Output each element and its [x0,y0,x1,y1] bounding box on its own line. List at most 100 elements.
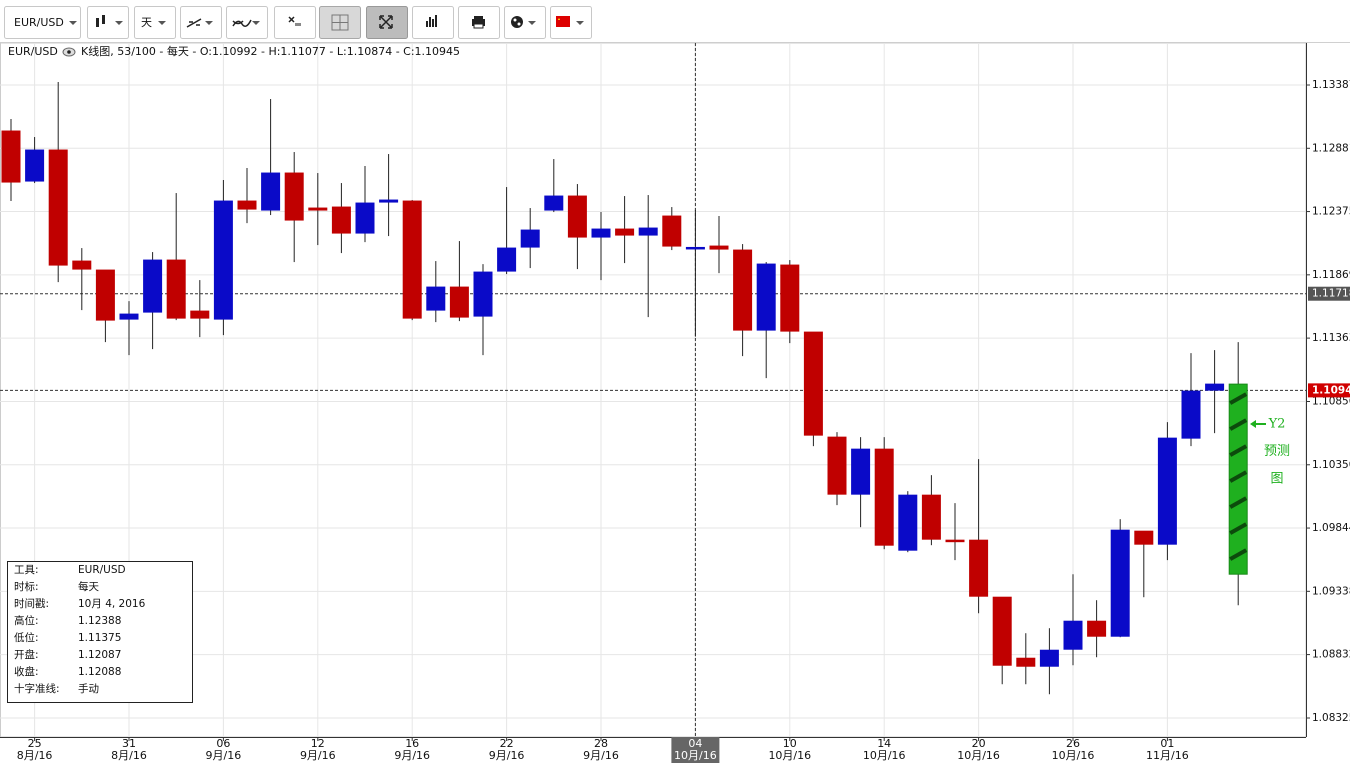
crosshair-button[interactable] [319,6,361,39]
period-label: 天 [141,16,152,29]
clear-button[interactable] [274,6,316,39]
x-tick-sublabel: 10月/16 [863,749,906,762]
indicator-button[interactable] [226,6,268,39]
candle-body [969,539,989,597]
info-value: 每天 [78,580,99,593]
x-tick-label: 31 [122,737,136,750]
chart-type-button[interactable] [87,6,129,39]
info-label: 收盘: [14,665,39,678]
candle-body [1016,657,1036,667]
forecast-stripe [1229,522,1248,535]
forecast-stripe [1229,470,1248,483]
info-value: 1.12088 [78,666,121,678]
candle-body [992,596,1012,666]
x-tick-label: 04 [688,737,702,750]
candle-body [1110,529,1130,637]
candle-body [709,245,729,250]
x-tick-label: 14 [877,737,891,750]
info-value: 1.12087 [78,649,121,661]
info-label: 时标: [14,581,39,593]
candle-body [237,200,257,210]
candle-body [473,271,493,317]
y-tick-label: 1.09844 [1312,522,1350,534]
x-tick-label: 16 [405,737,419,750]
annotation-text: Y2 [1268,417,1286,432]
x-tick-sublabel: 9月/16 [583,749,619,762]
x-tick-sublabel: 11月/16 [1146,749,1189,762]
forecast-stripe [1229,418,1248,431]
candle-body [827,436,847,495]
visibility-toggle[interactable] [62,47,76,57]
crosshair-price-bg [1308,286,1350,301]
forecast-stripe [1229,392,1248,405]
last-price-label: 1.10945 [1312,384,1350,396]
candle-body [1157,437,1177,545]
candle-body [1205,383,1225,391]
candle-body [166,259,186,319]
symbol-dropdown[interactable]: EUR/USD [4,6,81,39]
draw-line-button[interactable] [180,6,222,39]
x-tick-sublabel: 10月/16 [674,749,717,762]
candle-body [803,331,823,436]
candle-body [331,206,351,234]
candle-body [143,259,163,313]
candle-body [662,215,682,247]
theme-dropdown[interactable] [504,6,546,39]
candle-body [426,286,446,311]
x-tick-label: 20 [972,737,986,750]
candle-body [544,195,564,211]
info-value: 1.11375 [78,632,121,644]
y-tick-label: 1.11869 [1312,269,1350,281]
last-price-bg [1308,383,1350,398]
candle-body [355,202,375,234]
print-button[interactable] [458,6,500,39]
x-tick-label: 28 [594,737,608,750]
y-tick-label: 1.09338 [1312,585,1350,597]
candle-body [497,247,517,272]
forecast-stripe [1229,548,1248,561]
candle-body [685,246,705,250]
language-dropdown[interactable] [550,6,592,39]
info-label: 高位: [14,614,39,627]
y-tick-label: 1.12375 [1312,206,1350,218]
candle-body [213,200,233,320]
candle-body [72,260,92,270]
candle-body [1087,620,1107,637]
candle-body [733,249,753,331]
x-tick-sublabel: 9月/16 [206,749,242,762]
x-tick-sublabel: 8月/16 [17,749,53,762]
candle-body [874,448,894,546]
x-tick-label: 12 [311,737,325,750]
candle-body [308,207,328,211]
y-tick-label: 1.10350 [1312,459,1350,471]
candle-body [119,313,139,320]
candle-body [261,172,281,211]
crosshair-price-label: 1.11718 [1312,288,1350,300]
toolbar [0,0,1350,42]
candle-body [520,229,540,248]
candle-body [1039,649,1059,667]
info-value: 10月 4, 2016 [78,598,146,610]
candle-body [851,448,871,495]
fullscreen-button[interactable] [366,6,408,39]
info-label: 低位: [14,631,39,644]
period-dropdown[interactable]: 天 [134,6,176,39]
plot [0,43,1306,737]
y-tick-label: 1.10856 [1312,396,1350,408]
annotation-text: 预测 [1264,444,1290,459]
volume-button[interactable] [412,6,454,39]
forecast-stripe [1229,496,1248,509]
x-tick-label: 10 [783,737,797,750]
candle-body [780,264,800,332]
candle-body [48,149,68,266]
info-value: EUR/USD [78,564,126,576]
x-tick-sublabel: 9月/16 [300,749,336,762]
candle-body [402,200,422,319]
x-tick-label: 26 [1066,737,1080,750]
info-label: 工具: [14,564,39,576]
candle-body [379,199,399,203]
x-tick-sublabel: 10月/16 [768,749,811,762]
x-tick-label: 06 [216,737,230,750]
